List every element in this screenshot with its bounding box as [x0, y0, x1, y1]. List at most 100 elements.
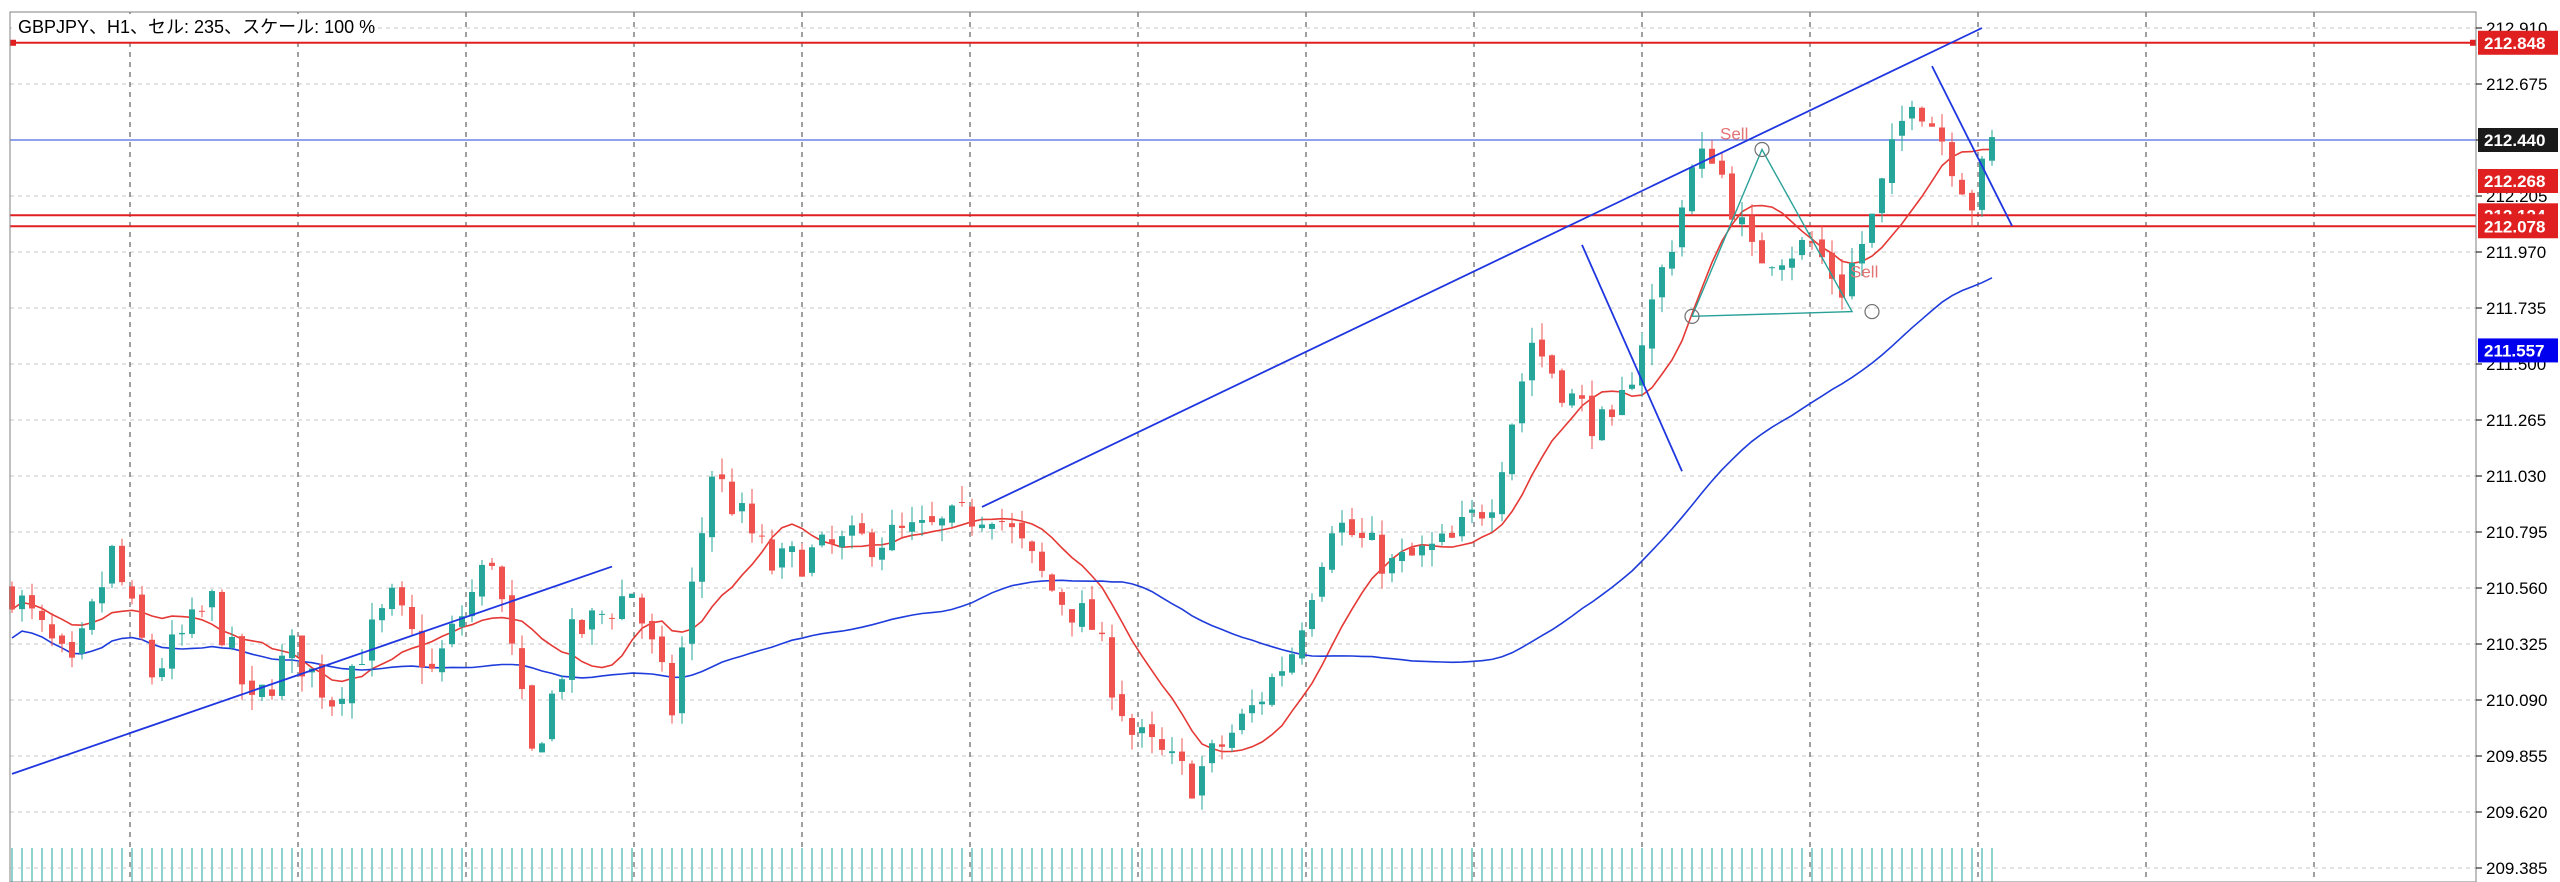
sell-signal-label: Sell [1720, 125, 1748, 144]
volume-bar [691, 848, 693, 882]
volume-bar [1831, 848, 1833, 882]
volume-bar [421, 848, 423, 882]
candle [9, 581, 15, 613]
candle [379, 603, 385, 633]
volume-bar [1811, 848, 1813, 882]
candle [179, 624, 185, 646]
candle [1949, 132, 1955, 187]
volume-bar [671, 848, 673, 882]
candle [1629, 372, 1635, 391]
volume-bar [631, 848, 633, 882]
volume-bar [391, 848, 393, 882]
candle [1089, 585, 1095, 631]
volume-bar [911, 848, 913, 882]
candle [1379, 520, 1385, 589]
price-badge-label: 212.440 [2484, 131, 2545, 150]
volume-bar [1181, 848, 1183, 882]
volume-bar [1371, 848, 1373, 882]
lower-trendline[interactable] [11, 565, 613, 775]
pattern-point[interactable] [1754, 141, 1770, 158]
volume-bar [971, 848, 973, 882]
candle [29, 583, 35, 620]
candle [969, 498, 975, 536]
volume-bar [1791, 848, 1793, 882]
candle [1149, 711, 1155, 754]
volume-bar [1301, 848, 1303, 882]
candle [1509, 423, 1515, 481]
volume-bar [1821, 848, 1823, 882]
volume-bar [91, 848, 93, 882]
price-tick-label: 210.325 [2486, 635, 2547, 654]
ascending-trendline[interactable] [981, 27, 1983, 508]
volume-bar [1871, 848, 1873, 882]
volume-bar [1801, 848, 1803, 882]
volume-bar [931, 848, 933, 882]
price-tick-label: 209.620 [2486, 803, 2547, 822]
falling-wedge-line[interactable] [1581, 244, 1683, 472]
volume-bar [1621, 848, 1623, 882]
volume-bar [1901, 848, 1903, 882]
pattern-point[interactable] [1864, 303, 1880, 320]
volume-bar [1501, 848, 1503, 882]
volume-bar [1071, 848, 1073, 882]
candle [1729, 166, 1735, 222]
harmonic-pattern[interactable] [1691, 147, 1854, 318]
volume-bar [1101, 848, 1103, 882]
candle [909, 506, 915, 541]
pattern-point[interactable] [1684, 308, 1700, 324]
volume-bar [511, 848, 513, 882]
candle [1839, 259, 1845, 310]
candle [1129, 713, 1135, 750]
signal-layer: Sell Sell [1720, 125, 1878, 282]
candle [1439, 524, 1445, 546]
candle [1959, 173, 1965, 196]
volume-bar [1281, 848, 1283, 882]
level-anchor-right[interactable] [2470, 39, 2476, 46]
falling-trendline[interactable] [1931, 65, 2013, 227]
candle [829, 525, 835, 554]
volume-bar [281, 848, 283, 882]
volume-bar [261, 848, 263, 882]
candle [479, 559, 485, 606]
candle [869, 528, 875, 567]
candle [1169, 737, 1175, 765]
price-tick-label: 210.090 [2486, 691, 2547, 710]
candle [899, 512, 905, 540]
volume-bar [881, 848, 883, 882]
volume-bar [1781, 848, 1783, 882]
volume-bar [651, 848, 653, 882]
price-badge [2478, 214, 2558, 239]
volume-bar [271, 848, 273, 882]
candle [1409, 542, 1415, 556]
candle [1879, 177, 1885, 223]
volume-bar [1971, 848, 1973, 882]
volume-bar [1541, 848, 1543, 882]
volume-bar [31, 848, 33, 882]
candle [1419, 535, 1425, 567]
candle [979, 516, 985, 532]
candle [1789, 246, 1795, 281]
volume-bar [211, 848, 213, 882]
candle [359, 649, 365, 666]
candle [1119, 680, 1125, 722]
level-anchor-left[interactable] [10, 39, 16, 46]
volume-bar [961, 848, 963, 882]
candle [1069, 609, 1075, 637]
volume-bar [1681, 848, 1683, 882]
drawing-objects-layer[interactable] [11, 27, 2013, 775]
candle [919, 505, 925, 537]
volume-bar [871, 848, 873, 882]
volume-bar [551, 848, 553, 882]
candle [629, 593, 635, 599]
candle [269, 679, 275, 700]
candle [1319, 562, 1325, 602]
volume-bar [991, 848, 993, 882]
volume-bar [61, 848, 63, 882]
candle [79, 622, 85, 660]
volume-bar [1311, 848, 1313, 882]
candle [599, 610, 605, 625]
price-badge-label: 212.268 [2484, 172, 2545, 191]
